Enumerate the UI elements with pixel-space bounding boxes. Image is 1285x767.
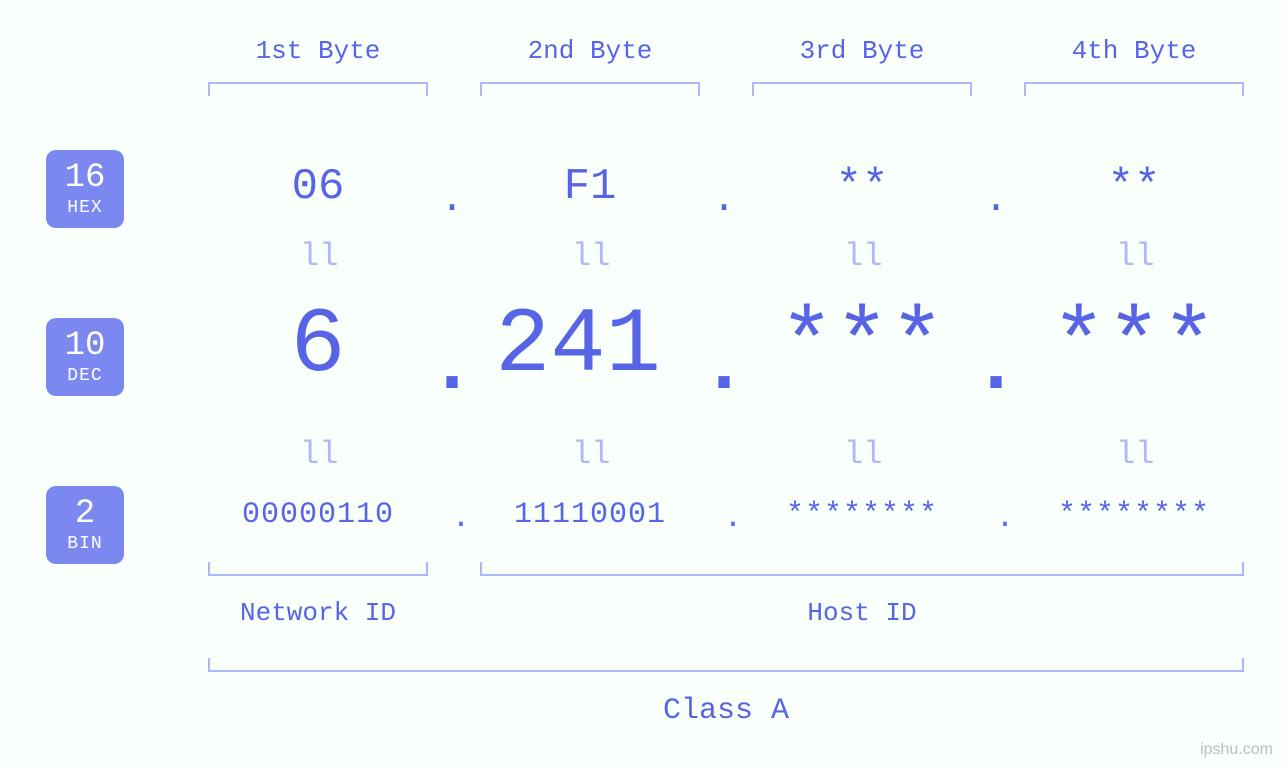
hex-byte3: ** [752, 162, 972, 212]
bin-badge-lab: BIN [46, 535, 124, 553]
dec-badge: 10 DEC [46, 318, 124, 396]
eq-1-2: ll [572, 238, 610, 275]
hex-byte2: F1 [480, 162, 700, 212]
watermark: ipshu.com [1200, 741, 1273, 759]
dec-dot3: . [972, 322, 1020, 413]
network-label: Network ID [208, 598, 428, 628]
hex-badge-lab: HEX [46, 199, 124, 217]
byte3-bracket [752, 82, 972, 96]
class-bracket [208, 658, 1244, 672]
dec-byte3: *** [752, 300, 972, 392]
hex-badge: 16 HEX [46, 150, 124, 228]
bin-byte3: ******** [732, 498, 992, 532]
byte4-bracket [1024, 82, 1244, 96]
class-label: Class A [208, 694, 1244, 728]
bin-badge: 2 BIN [46, 486, 124, 564]
bin-byte2: 11110001 [460, 498, 720, 532]
hex-byte1: 06 [208, 162, 428, 212]
bin-byte1: 00000110 [188, 498, 448, 532]
eq-2-1: ll [300, 436, 338, 473]
host-bracket [480, 562, 1244, 576]
eq-2-3: ll [844, 436, 882, 473]
hex-dot1: . [440, 178, 464, 223]
byte1-bracket [208, 82, 428, 96]
network-bracket [208, 562, 428, 576]
dec-byte1: 6 [208, 300, 428, 392]
dec-dot2: . [700, 322, 748, 413]
byte4-header: 4th Byte [1024, 36, 1244, 66]
byte3-header: 3rd Byte [752, 36, 972, 66]
dec-badge-num: 10 [46, 329, 124, 363]
eq-2-4: ll [1116, 436, 1154, 473]
bin-byte4: ******** [1004, 498, 1264, 532]
bin-badge-num: 2 [46, 497, 124, 531]
byte2-bracket [480, 82, 700, 96]
hex-dot3: . [984, 178, 1008, 223]
eq-1-3: ll [844, 238, 882, 275]
dec-badge-lab: DEC [46, 367, 124, 385]
host-label: Host ID [480, 598, 1244, 628]
hex-badge-num: 16 [46, 161, 124, 195]
dec-byte2: 241 [456, 300, 700, 392]
dec-byte4: *** [1024, 300, 1244, 392]
eq-1-4: ll [1116, 238, 1154, 275]
byte2-header: 2nd Byte [480, 36, 700, 66]
eq-2-2: ll [572, 436, 610, 473]
hex-byte4: ** [1024, 162, 1244, 212]
hex-dot2: . [712, 178, 736, 223]
byte1-header: 1st Byte [208, 36, 428, 66]
eq-1-1: ll [300, 238, 338, 275]
